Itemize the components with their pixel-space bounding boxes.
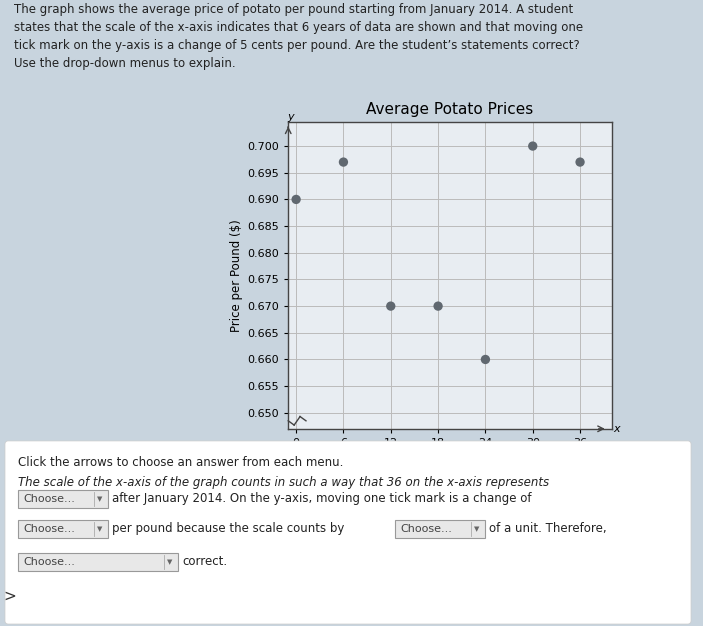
- Point: [385, 301, 396, 311]
- Text: Choose...: Choose...: [23, 557, 75, 567]
- Text: Choose...: Choose...: [23, 524, 75, 534]
- Text: ▼: ▼: [97, 526, 103, 532]
- Point: [338, 157, 349, 167]
- FancyBboxPatch shape: [18, 490, 108, 508]
- Y-axis label: Price per Pound ($): Price per Pound ($): [231, 219, 243, 332]
- Text: >: >: [3, 588, 15, 603]
- Point: [527, 141, 538, 151]
- Text: per pound because the scale counts by: per pound because the scale counts by: [112, 523, 344, 535]
- Text: of a unit. Therefore,: of a unit. Therefore,: [489, 523, 607, 535]
- Text: Choose...: Choose...: [23, 494, 75, 504]
- Text: Click the arrows to choose an answer from each menu.: Click the arrows to choose an answer fro…: [18, 456, 343, 469]
- Text: correct.: correct.: [182, 555, 227, 568]
- FancyBboxPatch shape: [18, 553, 178, 571]
- Text: The graph shows the average price of potato per pound starting from January 2014: The graph shows the average price of pot…: [14, 3, 583, 70]
- Point: [479, 354, 491, 364]
- Text: ▼: ▼: [97, 496, 103, 502]
- Text: after January 2014. On the y-axis, moving one tick mark is a change of: after January 2014. On the y-axis, movin…: [112, 493, 531, 505]
- Text: ▼: ▼: [475, 526, 479, 532]
- FancyBboxPatch shape: [5, 441, 691, 624]
- Text: Choose...: Choose...: [400, 524, 452, 534]
- Point: [432, 301, 444, 311]
- Title: Average Potato Prices: Average Potato Prices: [366, 102, 534, 116]
- FancyBboxPatch shape: [18, 520, 108, 538]
- Point: [574, 157, 586, 167]
- FancyBboxPatch shape: [395, 520, 485, 538]
- Text: x: x: [613, 424, 620, 434]
- Point: [290, 195, 302, 205]
- X-axis label: Months Since 1/2014: Months Since 1/2014: [388, 452, 512, 465]
- Text: The scale of the x-axis of the graph counts in such a way that 36 on the x-axis : The scale of the x-axis of the graph cou…: [18, 476, 549, 489]
- Text: ▼: ▼: [167, 559, 173, 565]
- Text: y: y: [288, 112, 294, 122]
